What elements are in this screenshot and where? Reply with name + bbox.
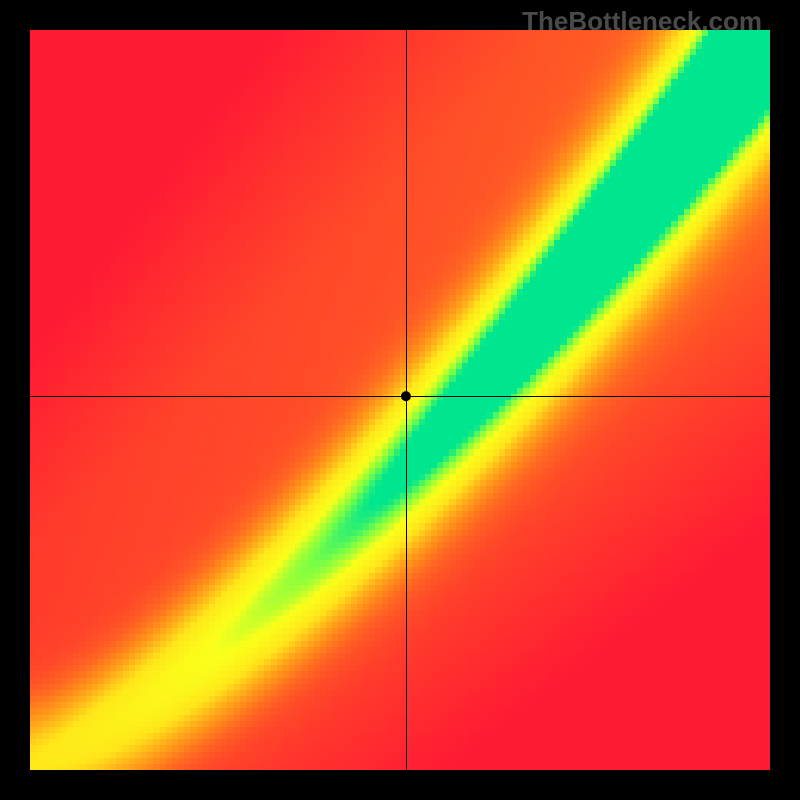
bottleneck-heatmap: [30, 30, 770, 770]
chart-container: TheBottleneck.com: [0, 0, 800, 800]
watermark-text: TheBottleneck.com: [522, 6, 762, 37]
